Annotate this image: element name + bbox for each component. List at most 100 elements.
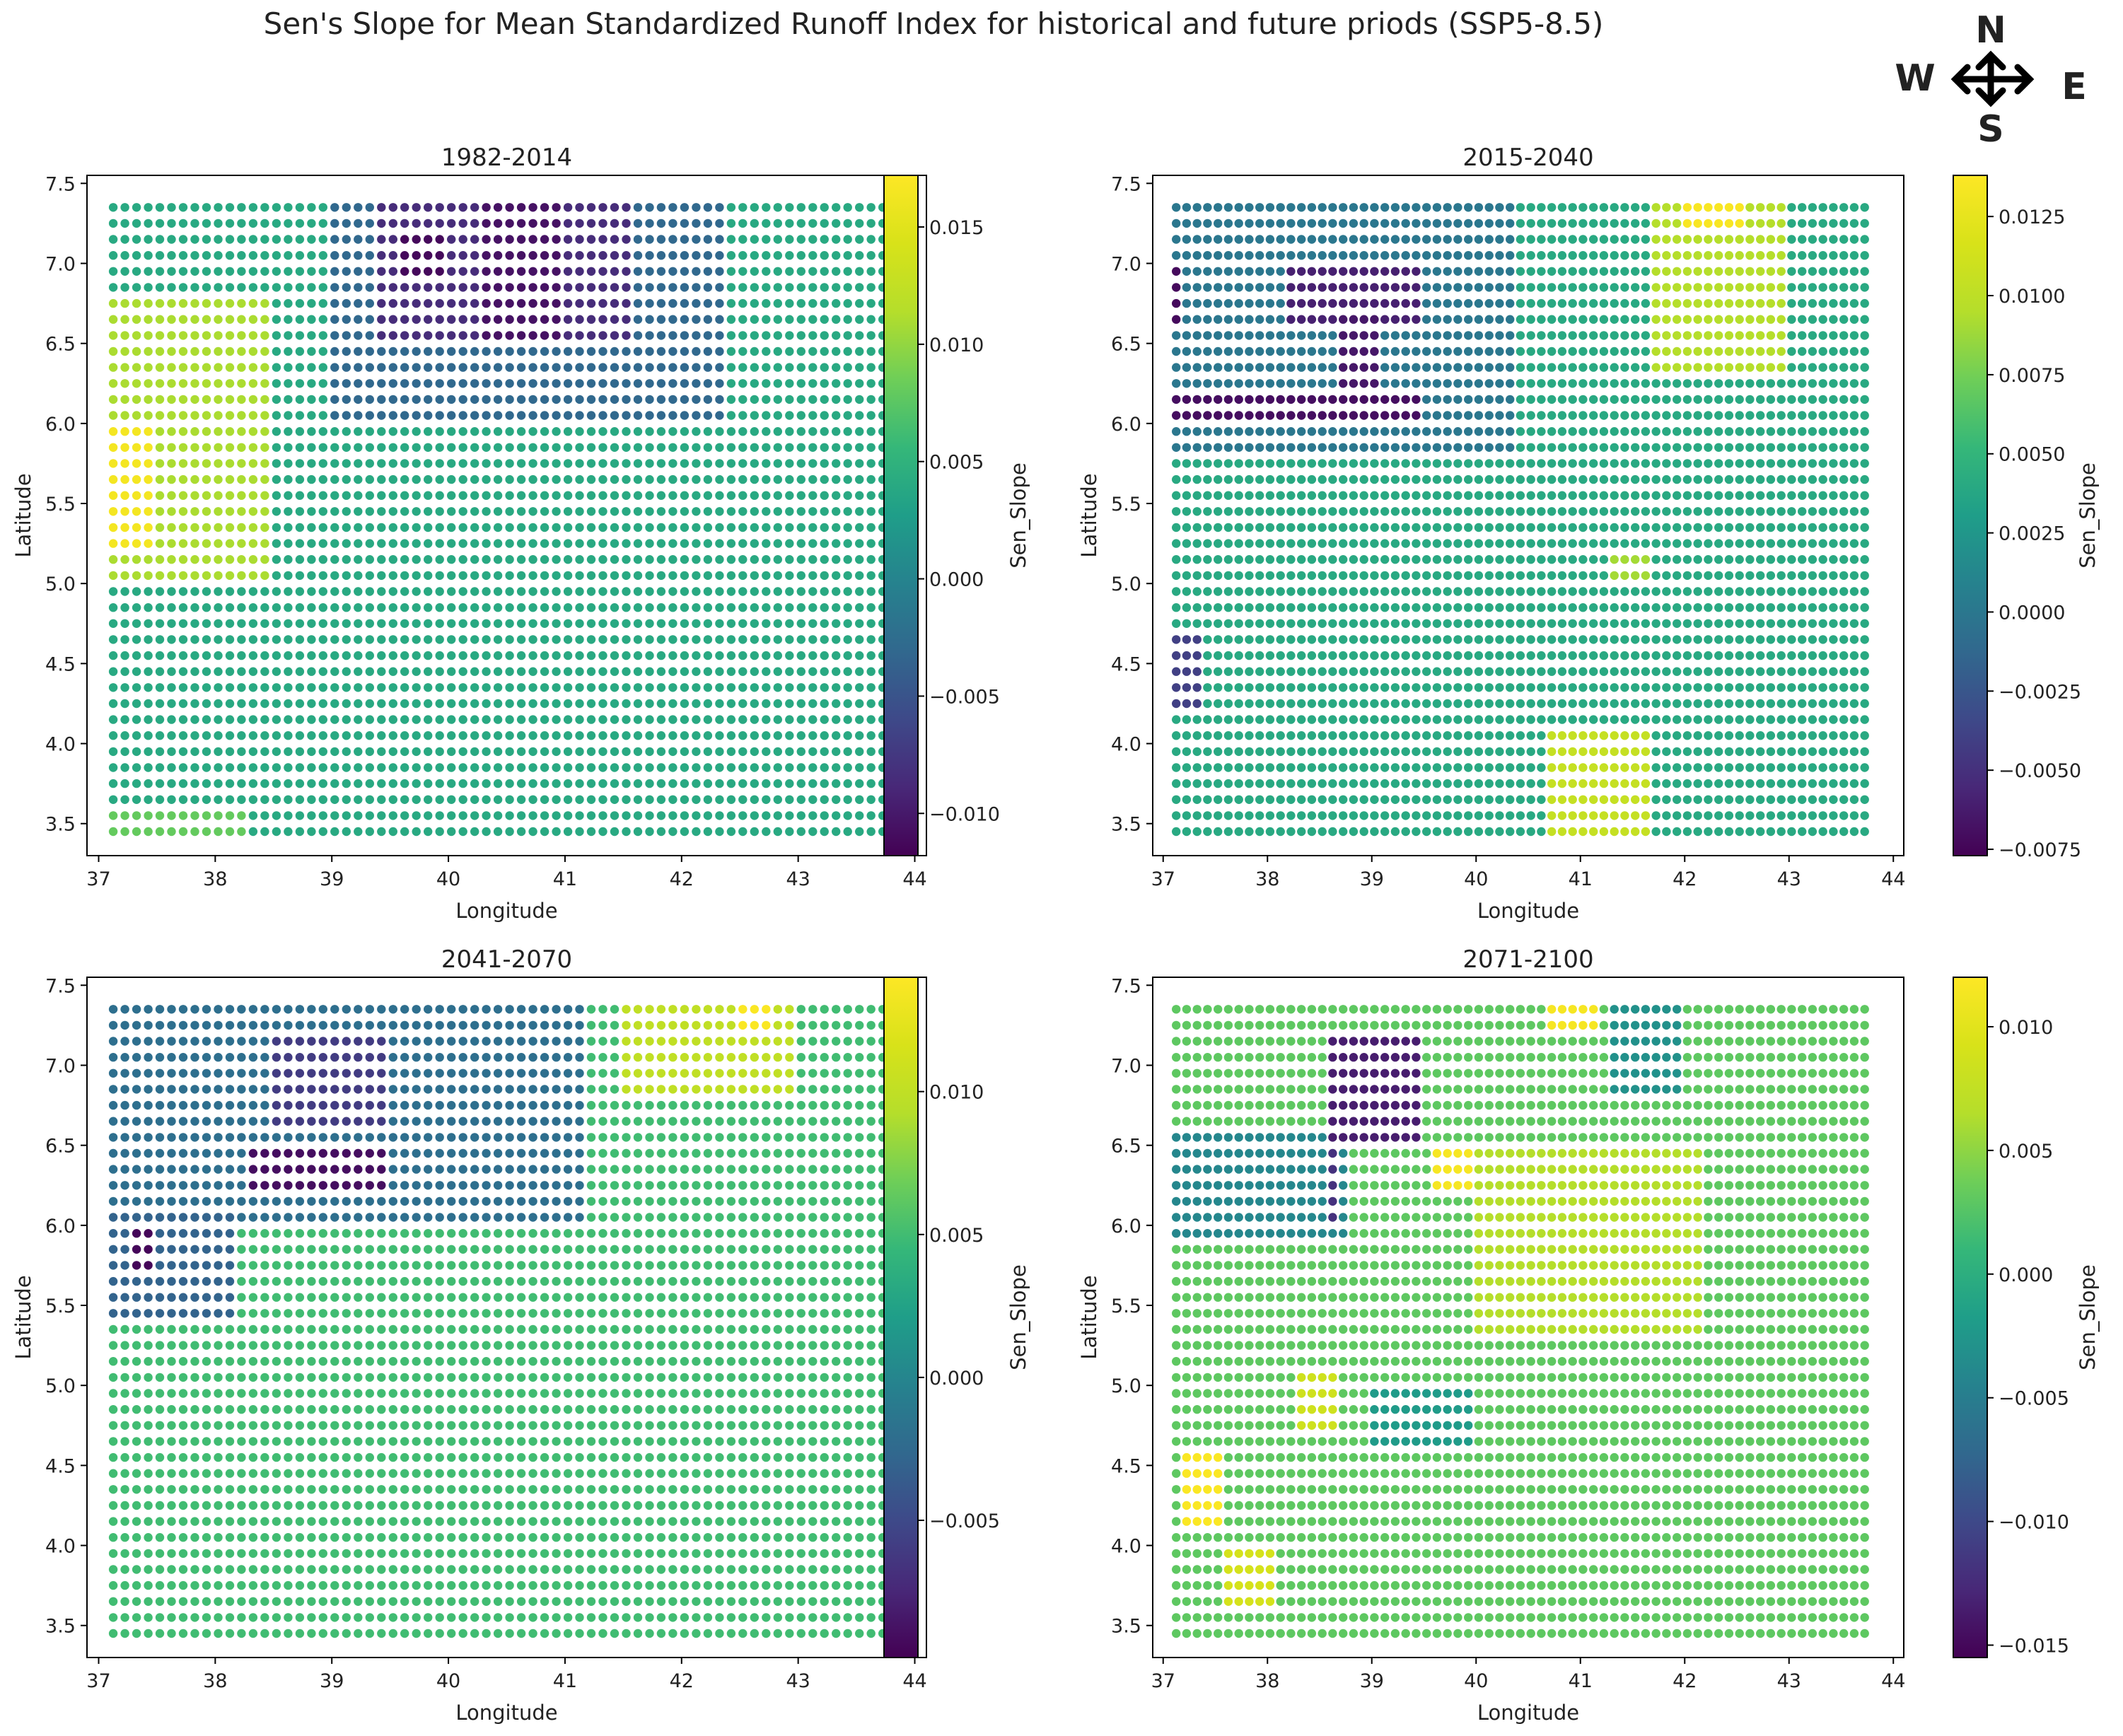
data-point [1265, 795, 1275, 805]
data-point [1286, 587, 1296, 596]
data-point [1787, 315, 1796, 324]
data-point [1829, 443, 1838, 452]
data-point [1641, 555, 1651, 564]
data-point [1182, 715, 1192, 724]
data-point [1662, 827, 1671, 837]
data-point [482, 603, 491, 612]
data-point [1829, 427, 1838, 436]
data-point [750, 603, 760, 612]
data-point [1704, 587, 1713, 596]
data-point [1422, 619, 1431, 628]
data-point [342, 427, 351, 436]
data-point [260, 283, 269, 292]
data-point [1631, 395, 1640, 404]
data-point [832, 651, 841, 660]
data-point [656, 811, 666, 820]
data-point [1662, 346, 1671, 356]
data-point [1693, 411, 1702, 420]
data-point [575, 603, 584, 612]
data-point [726, 763, 736, 772]
data-point [598, 219, 607, 228]
data-point [202, 235, 211, 244]
data-point [482, 587, 491, 596]
data-point [1693, 587, 1702, 596]
data-point [202, 619, 211, 628]
data-point [1693, 667, 1702, 676]
data-point [1234, 443, 1243, 452]
data-point [1506, 298, 1515, 308]
data-point [342, 235, 351, 244]
data-point [295, 555, 305, 564]
data-point [832, 683, 841, 692]
data-point [540, 779, 549, 788]
data-point [1349, 379, 1359, 388]
data-point [1255, 379, 1264, 388]
data-point [1756, 571, 1765, 581]
data-point [202, 667, 211, 676]
data-point [692, 235, 701, 244]
data-point [1547, 683, 1557, 692]
data-point [248, 651, 258, 660]
data-point [598, 555, 607, 564]
data-point [552, 251, 561, 260]
data-point [1172, 683, 1181, 692]
data-point [365, 795, 374, 805]
data-point [1662, 443, 1671, 452]
data-point [1776, 571, 1786, 581]
data-point [563, 811, 573, 820]
data-point [1662, 587, 1671, 596]
data-point [412, 267, 421, 276]
data-point [412, 235, 421, 244]
data-point [563, 683, 573, 692]
data-point [1474, 571, 1484, 581]
data-point [1245, 539, 1254, 548]
data-point [1808, 683, 1817, 692]
data-point [1245, 587, 1254, 596]
data-point [447, 203, 456, 212]
data-point [108, 395, 118, 404]
data-point [645, 491, 654, 500]
data-point [1631, 491, 1640, 500]
data-point [1474, 346, 1484, 356]
data-point [435, 715, 444, 724]
data-point [575, 315, 584, 324]
data-point [1860, 443, 1869, 452]
data-point [1265, 731, 1275, 740]
data-point [1557, 443, 1567, 452]
data-point [1328, 474, 1337, 484]
data-point [762, 747, 771, 757]
data-point [1245, 699, 1254, 709]
data-point [1318, 571, 1327, 581]
data-point [552, 491, 561, 500]
data-point [470, 474, 479, 484]
data-point [342, 747, 351, 757]
data-point [1182, 795, 1192, 805]
data-point [1578, 747, 1588, 757]
data-point [1223, 331, 1233, 340]
data-point [1516, 474, 1525, 484]
data-point [785, 539, 794, 548]
data-point [843, 651, 852, 660]
data-point [1484, 298, 1494, 308]
data-point [1443, 699, 1452, 709]
data-point [1547, 571, 1557, 581]
data-point [1495, 555, 1504, 564]
data-point [1506, 603, 1515, 612]
data-point [144, 411, 153, 420]
data-point [1484, 395, 1494, 404]
data-point [668, 651, 677, 660]
data-point [167, 443, 176, 452]
data-point [412, 603, 421, 612]
data-point [318, 507, 327, 516]
data-point [237, 283, 246, 292]
data-point [785, 779, 794, 788]
data-point [1192, 651, 1202, 660]
data-point [1453, 346, 1462, 356]
data-point [622, 619, 631, 628]
data-point [1589, 795, 1598, 805]
data-point [598, 635, 607, 644]
data-point [1422, 331, 1431, 340]
data-point [1682, 411, 1692, 420]
data-point [726, 459, 736, 468]
data-point [108, 715, 118, 724]
